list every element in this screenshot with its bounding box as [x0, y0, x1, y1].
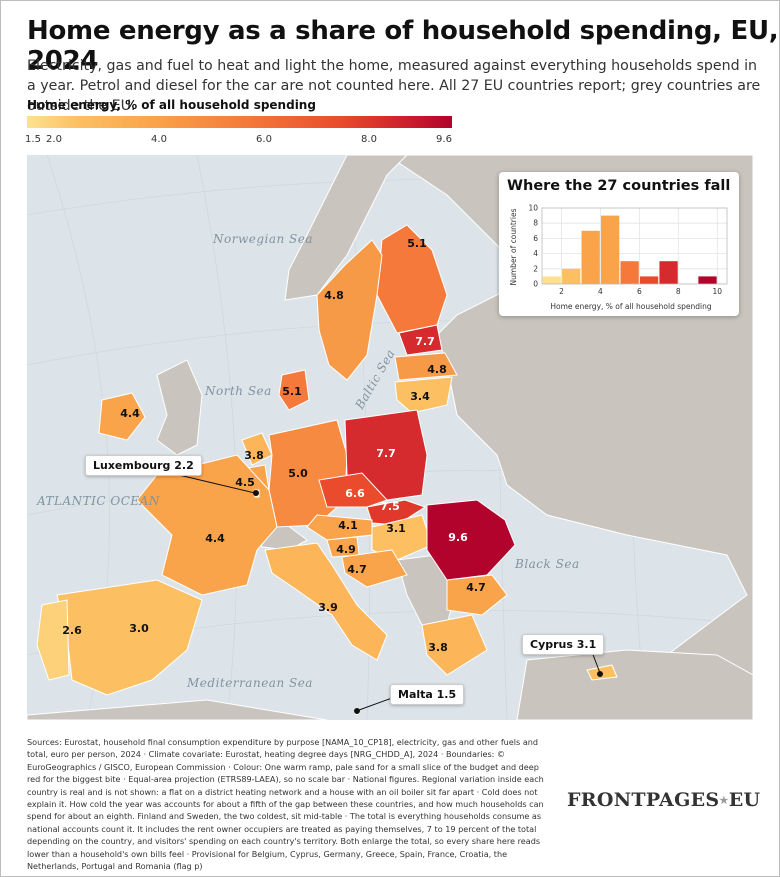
legend-tick: 2.0: [46, 134, 62, 145]
page-title: Home energy as a share of household spen…: [27, 16, 779, 76]
north-africa: [27, 699, 328, 720]
legend-title: Home energy, % of all household spending: [27, 98, 316, 112]
value-label: 2.6: [62, 624, 82, 637]
histogram-bar: [659, 261, 678, 284]
histogram-bar: [620, 261, 639, 284]
histogram-bar: [639, 276, 659, 284]
legend-tick: 6.0: [256, 134, 272, 145]
value-label: 7.5: [380, 500, 400, 513]
histogram-x-tick-label: 8: [676, 287, 681, 296]
value-label: 4.7: [466, 581, 486, 594]
histogram-y-tick-label: 10: [528, 204, 538, 213]
histogram-y-tick-label: 2: [533, 264, 538, 273]
histogram-y-tick-label: 8: [533, 219, 538, 228]
country-czechia: [318, 472, 388, 508]
brand-suffix: EU: [728, 789, 761, 811]
country-bulgaria: [446, 574, 508, 616]
value-label: 4.5: [235, 476, 255, 489]
value-label: 3.0: [129, 622, 149, 635]
eu-countries: [36, 224, 618, 715]
country-estonia: [398, 324, 443, 356]
legend-tick: 8.0: [361, 134, 377, 145]
value-label: 4.1: [338, 519, 358, 532]
sea-label: Mediterranean Sea: [186, 676, 313, 690]
star-icon: ★: [719, 795, 729, 807]
value-label: 7.7: [376, 447, 396, 460]
value-label: 4.8: [324, 289, 344, 302]
callout-leaders: [178, 474, 603, 714]
country-greece: [421, 614, 488, 676]
value-label: 3.8: [244, 449, 264, 462]
inset-title: Where the 27 countries fall: [507, 178, 731, 194]
country-hungary: [371, 514, 433, 561]
value-label: 4.9: [336, 543, 356, 556]
histogram-y-tick-label: 0: [533, 280, 538, 289]
histogram-bar: [562, 268, 581, 284]
histogram-bar: [581, 230, 600, 284]
histogram-x-tick-label: 6: [637, 287, 642, 296]
value-label: 3.4: [410, 390, 430, 403]
country-latvia: [394, 352, 458, 381]
legend-tick: 1.5: [25, 134, 41, 145]
sea-label: Norwegian Sea: [212, 232, 313, 246]
page-subtitle: Electricity, gas and fuel to heat and li…: [27, 58, 761, 114]
legend-tick: 4.0: [151, 134, 167, 145]
histogram-x-axis-label: Home energy, % of all household spending: [550, 302, 712, 311]
histogram-plot-frame: [541, 207, 728, 285]
value-label: 4.4: [205, 532, 225, 545]
legend-tick: 9.6: [436, 134, 452, 145]
value-label: 5.0: [288, 467, 308, 480]
value-label: 7.7: [415, 335, 435, 348]
value-label: 6.6: [345, 487, 365, 500]
histogram-bar: [601, 215, 620, 284]
value-label: 4.7: [347, 563, 367, 576]
histogram-axes: 0 2 4 6 8 10 2 4 6 8 10: [528, 204, 728, 296]
value-label: 5.1: [282, 385, 302, 398]
histogram-y-tick-label: 4: [533, 249, 538, 258]
sea-label: Black Sea: [514, 557, 580, 571]
country-portugal: [36, 599, 70, 681]
callout-cyprus: Cyprus 3.1: [522, 634, 605, 655]
histogram-bar: [698, 276, 717, 284]
histogram-chart: 0 2 4 6 8 10 2 4 6 8 10 Number of countries Home e…: [509, 204, 728, 311]
value-label: 3.8: [428, 641, 448, 654]
country-sweden: [316, 239, 383, 381]
norway: [284, 155, 408, 301]
brand-name: FRONTPAGES: [567, 789, 720, 811]
histogram-x-tick-label: 2: [559, 287, 564, 296]
value-label: 3.9: [318, 601, 338, 614]
value-label: 5.1: [407, 237, 427, 250]
country-italy: [264, 542, 388, 661]
country-lithuania: [394, 376, 453, 414]
histogram-inset: Where the 27 countries fall 0 2 4 6 8 10 2 4 6 8 1…: [499, 172, 739, 316]
value-label: 4.8: [427, 363, 447, 376]
brand-logo: FRONTPAGES★EU: [567, 789, 760, 811]
country-finland: [376, 224, 448, 334]
histogram-x-tick-label: 10: [712, 287, 722, 296]
great-britain: [156, 359, 203, 456]
histogram-bars: [542, 215, 717, 284]
histogram-y-axis-label: Number of countries: [509, 208, 518, 285]
legend-color-ramp: [27, 116, 452, 128]
histogram-x-tick-label: 4: [598, 287, 603, 296]
sources-note: Sources: Eurostat, household final consu…: [27, 737, 544, 872]
value-label: 4.4: [120, 407, 140, 420]
callout-malta: Malta 1.5: [390, 684, 465, 705]
country-croatia: [341, 549, 408, 588]
value-label: 9.6: [448, 531, 468, 544]
histogram-bar: [542, 276, 561, 284]
country-ireland: [98, 392, 146, 441]
value-label: 3.1: [386, 522, 406, 535]
callout-luxembourg: Luxembourg 2.2: [85, 455, 202, 476]
turkey: [516, 649, 753, 720]
country-denmark: [278, 369, 310, 411]
sea-label: ATLANTIC OCEAN: [36, 494, 160, 508]
histogram-y-tick-label: 6: [533, 234, 538, 243]
sea-label: North Sea: [204, 384, 272, 398]
country-romania: [426, 499, 516, 581]
